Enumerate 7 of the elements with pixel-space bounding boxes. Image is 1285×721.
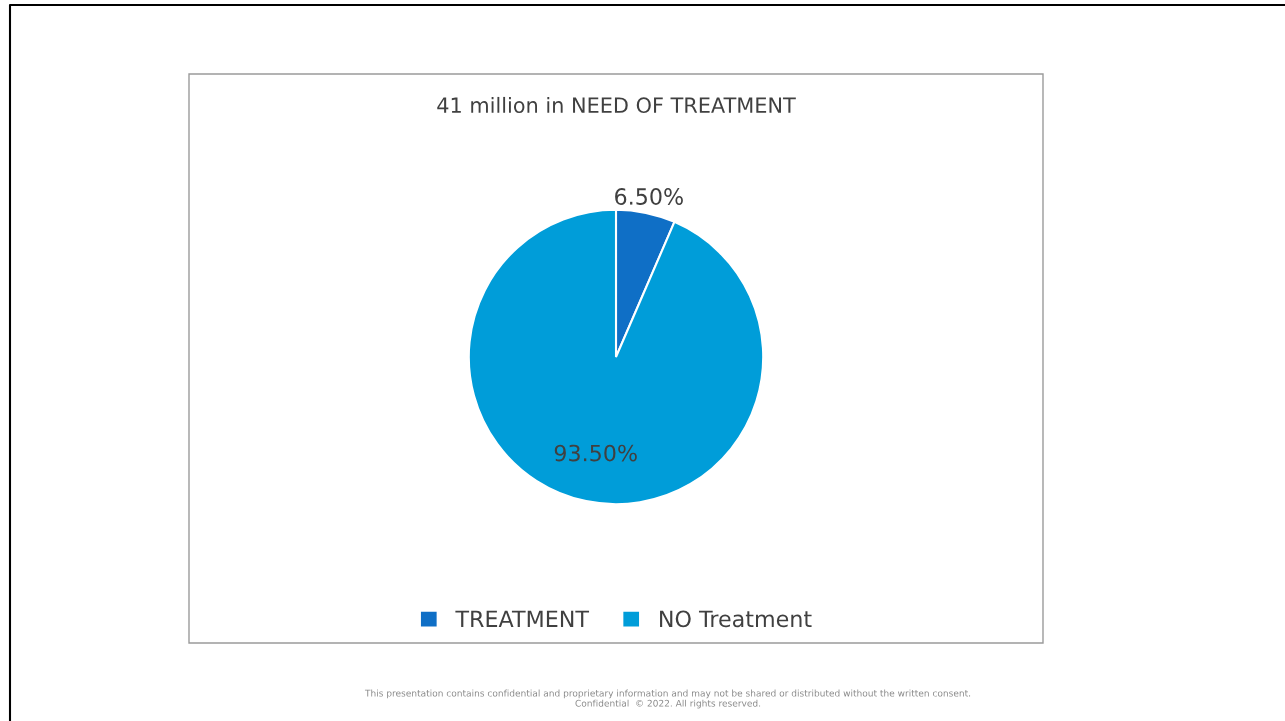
pie-slice — [467, 208, 765, 506]
chart-title: 41 million in NEED OF TREATMENT — [437, 96, 796, 114]
legend-label: NO Treatment — [660, 610, 812, 628]
text: This presentation contains confidential and proprietary information and may not be shared or distributed without the written consent. Confidential © 2022. All rights reserved. — [364, 689, 971, 709]
data-label: 6.50% — [615, 188, 683, 205]
data-label: 93.50% — [554, 444, 637, 462]
legend-label: TREATMENT — [455, 610, 590, 627]
